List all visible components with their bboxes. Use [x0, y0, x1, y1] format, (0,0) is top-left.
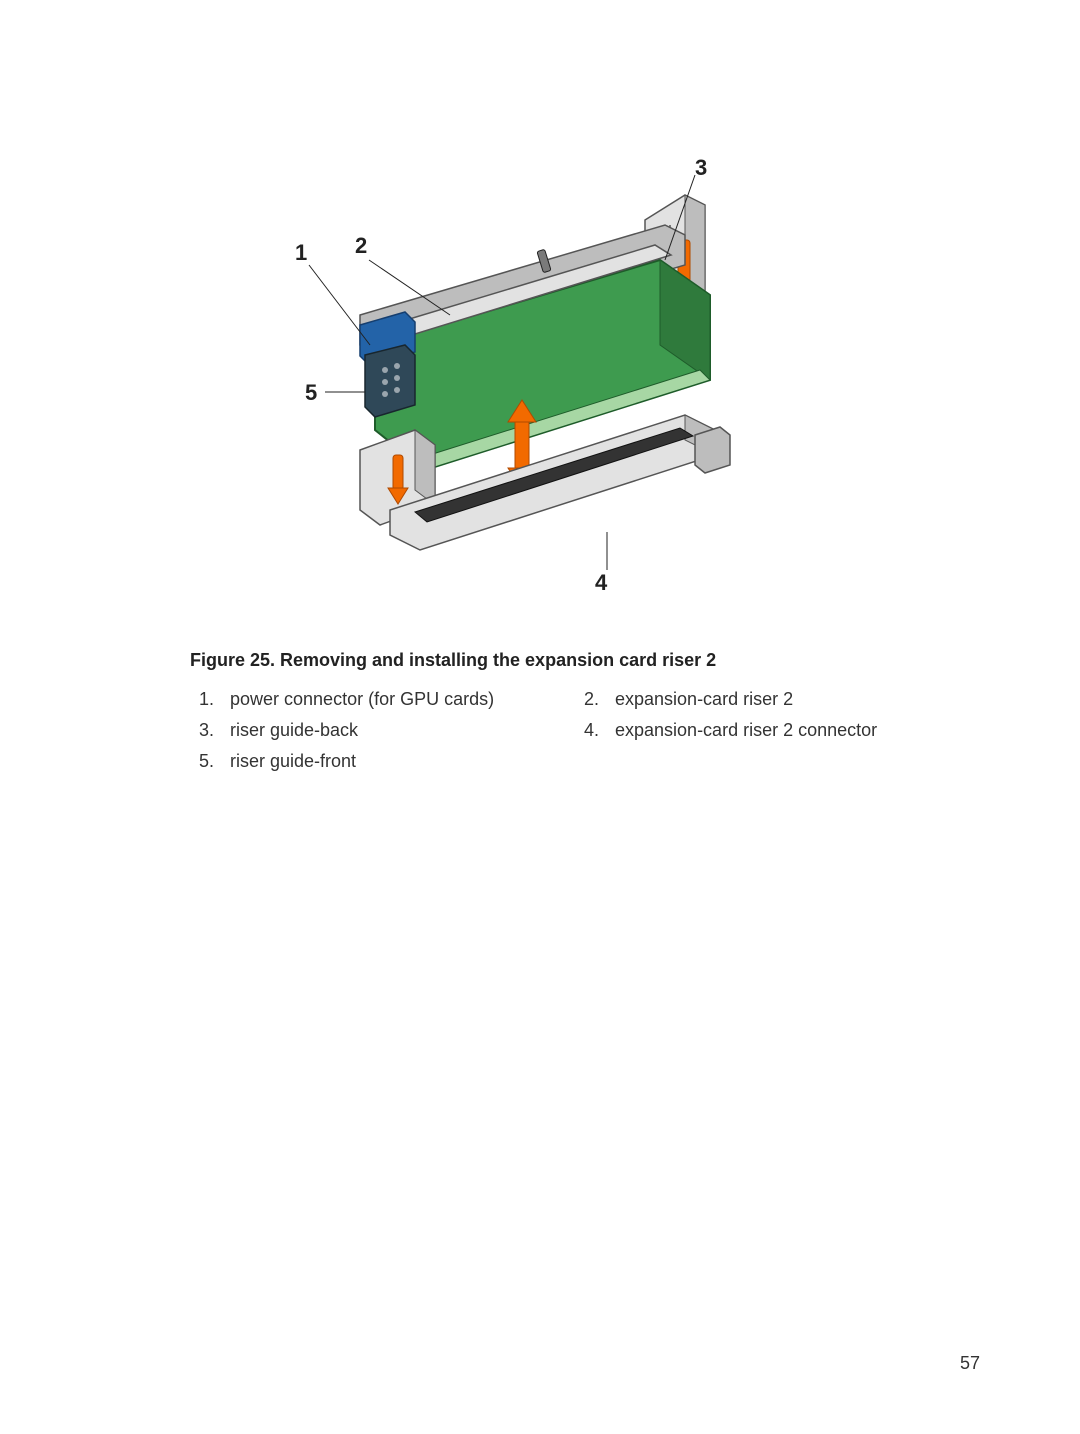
figure-legend: 1. power connector (for GPU cards) 2. ex… [190, 689, 950, 772]
page-number: 57 [960, 1353, 980, 1374]
callout-1: 1 [295, 240, 307, 266]
callout-5: 5 [305, 380, 317, 406]
legend-num: 3. [190, 720, 220, 741]
legend-text: expansion-card riser 2 connector [615, 720, 950, 741]
legend-num: 2. [575, 689, 605, 710]
legend-num: 1. [190, 689, 220, 710]
legend-text: power connector (for GPU cards) [230, 689, 565, 710]
figure-caption: Figure 25. Removing and installing the e… [190, 650, 980, 671]
legend-text: riser guide-back [230, 720, 565, 741]
legend-text: riser guide-front [230, 751, 565, 772]
riser-diagram-svg [265, 130, 905, 610]
callout-2: 2 [355, 233, 367, 259]
legend-text: expansion-card riser 2 [615, 689, 950, 710]
power-connector [365, 345, 415, 417]
figure-illustration: 1 2 3 4 5 [265, 130, 905, 610]
legend-num: 4. [575, 720, 605, 741]
legend-num: 5. [190, 751, 220, 772]
callout-3: 3 [695, 155, 707, 181]
callout-4: 4 [595, 570, 607, 596]
document-page: 1 2 3 4 5 Figure 25. Removing and instal… [0, 0, 1080, 1434]
